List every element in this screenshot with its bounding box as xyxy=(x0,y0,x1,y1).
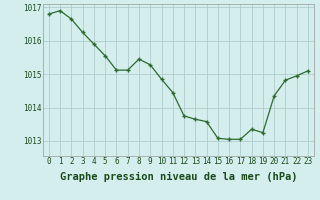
X-axis label: Graphe pression niveau de la mer (hPa): Graphe pression niveau de la mer (hPa) xyxy=(60,172,297,182)
